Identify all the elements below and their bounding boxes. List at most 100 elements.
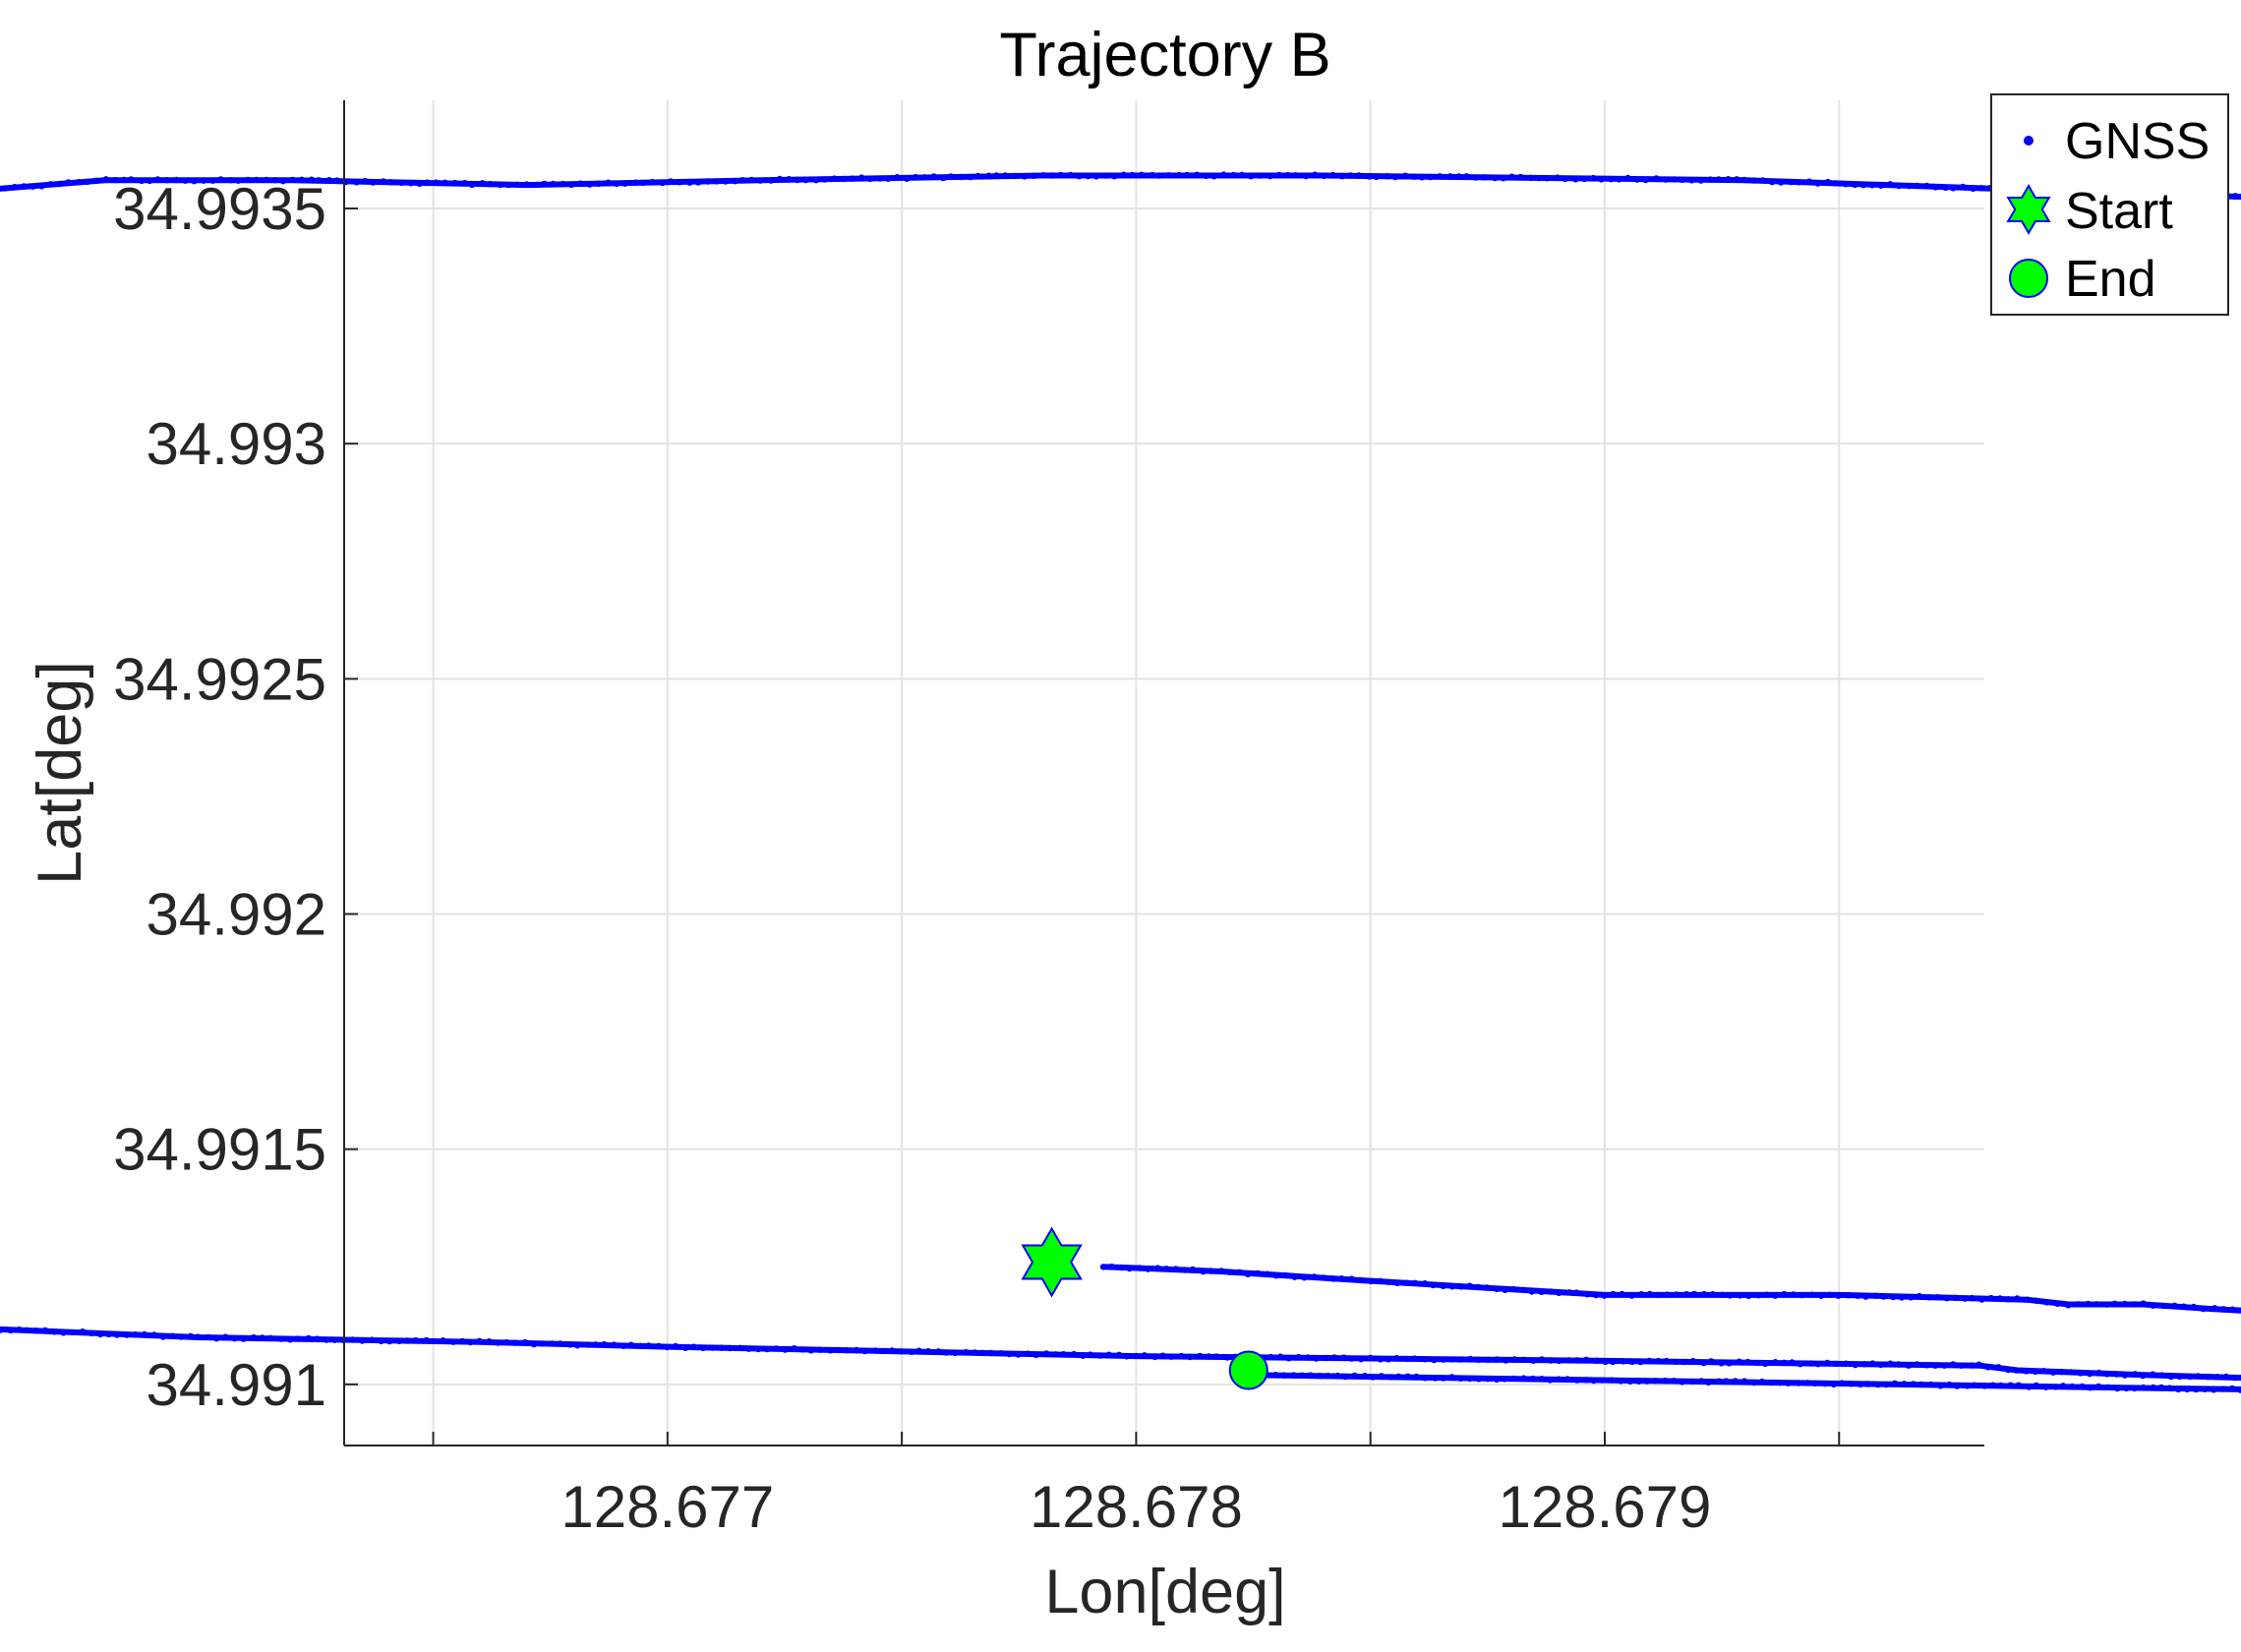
gnss-point	[1298, 1372, 1306, 1379]
gnss-point	[1347, 172, 1354, 179]
gnss-point	[1203, 172, 1209, 180]
gnss-point	[1475, 1376, 1483, 1383]
gnss-point	[1582, 1377, 1590, 1384]
gnss-point	[1517, 173, 1524, 181]
gnss-point	[935, 1348, 942, 1355]
gnss-point	[1052, 1351, 1059, 1358]
gnss-point	[1573, 1357, 1581, 1364]
gnss-point	[1563, 1376, 1571, 1383]
gnss-point	[1378, 1373, 1386, 1380]
gnss-point	[1736, 1358, 1742, 1365]
gnss-point	[1006, 1350, 1013, 1358]
gnss-point	[904, 175, 911, 182]
gnss-point	[2054, 1300, 2061, 1308]
gnss-point	[1646, 1290, 1654, 1298]
gnss-point	[245, 176, 252, 184]
gnss-point	[227, 177, 234, 184]
gnss-point	[96, 1330, 104, 1338]
gnss-point	[1923, 1362, 1930, 1369]
gnss-point	[690, 1343, 697, 1350]
gnss-point	[880, 1347, 887, 1355]
gnss-point	[1039, 172, 1047, 179]
gnss-point	[1655, 1357, 1662, 1365]
gnss-point	[1432, 1375, 1439, 1382]
gnss-point	[1895, 182, 1903, 190]
gnss-point	[259, 1334, 265, 1341]
gnss-point	[1334, 1372, 1341, 1380]
gnss-point	[539, 1340, 546, 1347]
gnss-point	[1527, 174, 1534, 181]
gnss-point	[305, 1334, 312, 1342]
legend-end-marker	[2009, 259, 2048, 298]
gnss-point	[111, 176, 119, 184]
gnss-point	[1410, 173, 1418, 180]
gnss-point	[2228, 1385, 2236, 1392]
gnss-point	[16, 1327, 23, 1333]
gnss-point	[993, 172, 1000, 179]
gnss-point	[113, 1331, 121, 1338]
gnss-point	[2049, 1369, 2057, 1376]
gnss-point	[449, 1338, 457, 1345]
gnss-point	[2121, 1300, 2129, 1308]
gnss-point	[557, 1340, 563, 1347]
gnss-point	[2093, 1301, 2100, 1308]
gnss-point	[403, 1337, 410, 1344]
gnss-point	[2219, 1306, 2227, 1313]
gnss-point	[667, 178, 675, 185]
gnss-point	[1431, 1356, 1438, 1364]
axes-background	[344, 100, 1984, 1446]
gnss-point	[440, 1337, 446, 1344]
gnss-point	[821, 176, 828, 183]
gnss-point	[2195, 1373, 2202, 1380]
gnss-point	[1750, 177, 1757, 184]
gnss-point	[359, 1337, 366, 1344]
gnss-point	[1624, 174, 1631, 182]
gnss-point	[1964, 1383, 1971, 1389]
gnss-point	[1573, 1377, 1581, 1384]
gnss-point	[1087, 1351, 1094, 1358]
gnss-point	[378, 1337, 384, 1345]
gnss-point	[1745, 1292, 1752, 1300]
gnss-point	[253, 176, 261, 184]
gnss-point	[1138, 171, 1146, 178]
gnss-point	[2069, 1383, 2076, 1390]
gnss-point	[1393, 1355, 1400, 1362]
gnss-point	[682, 1344, 689, 1352]
gnss-point	[1767, 1379, 1774, 1386]
gnss-point	[187, 1332, 194, 1340]
gnss-point	[1544, 175, 1551, 182]
gnss-point	[1984, 1364, 1992, 1371]
gnss-point	[1481, 174, 1488, 181]
gnss-point	[2085, 1300, 2092, 1308]
gnss-point	[433, 179, 440, 186]
gnss-point	[1096, 1352, 1103, 1359]
gnss-point	[1311, 1273, 1318, 1280]
gnss-point	[1655, 1291, 1662, 1299]
gnss-point	[1329, 1275, 1337, 1282]
gnss-point	[487, 180, 494, 188]
gnss-point	[191, 178, 198, 185]
gnss-point	[1475, 1356, 1483, 1363]
gnss-point	[1877, 1361, 1884, 1369]
gnss-point	[1652, 1378, 1659, 1385]
gnss-point	[888, 1347, 896, 1354]
gnss-point	[1869, 1360, 1876, 1367]
gnss-point	[1781, 1290, 1788, 1298]
gnss-point	[1824, 178, 1832, 186]
gnss-point	[776, 175, 784, 183]
gnss-point	[1291, 1273, 1298, 1280]
gnss-point	[1709, 1291, 1717, 1298]
gnss-point	[1883, 1381, 1890, 1388]
gnss-point	[1275, 171, 1282, 179]
gnss-point	[2103, 1301, 2110, 1308]
gnss-point	[1880, 1293, 1887, 1300]
gnss-point	[560, 180, 566, 188]
gnss-point	[1653, 175, 1660, 182]
gnss-point	[1950, 1361, 1957, 1368]
gnss-point	[694, 179, 702, 186]
gnss-point	[2212, 1305, 2218, 1312]
gnss-point	[1189, 1266, 1197, 1273]
x-tick-label: 128.677	[560, 1474, 774, 1540]
gnss-point	[1599, 1377, 1606, 1384]
gnss-point	[2023, 1368, 2030, 1375]
